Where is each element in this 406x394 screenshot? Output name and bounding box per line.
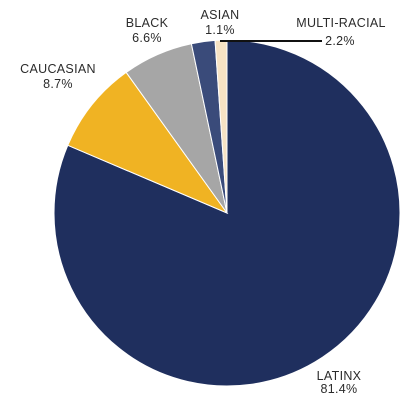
label-latinx-name: LATINX: [317, 369, 362, 383]
label-multi-racial-value: 2.2%: [325, 34, 355, 48]
label-black-name: BLACK: [126, 16, 169, 30]
label-asian-name: ASIAN: [200, 8, 239, 22]
label-caucasian-name: CAUCASIAN: [20, 62, 96, 76]
label-asian-value: 1.1%: [205, 23, 235, 37]
label-caucasian-value: 8.7%: [43, 77, 73, 91]
pie-slices: [53, 39, 401, 387]
label-black-value: 6.6%: [132, 31, 162, 45]
label-latinx-value: 81.4%: [321, 382, 358, 394]
label-multi-racial-name: MULTI-RACIAL: [296, 16, 386, 30]
pie-slice-caucasian: [67, 71, 229, 215]
